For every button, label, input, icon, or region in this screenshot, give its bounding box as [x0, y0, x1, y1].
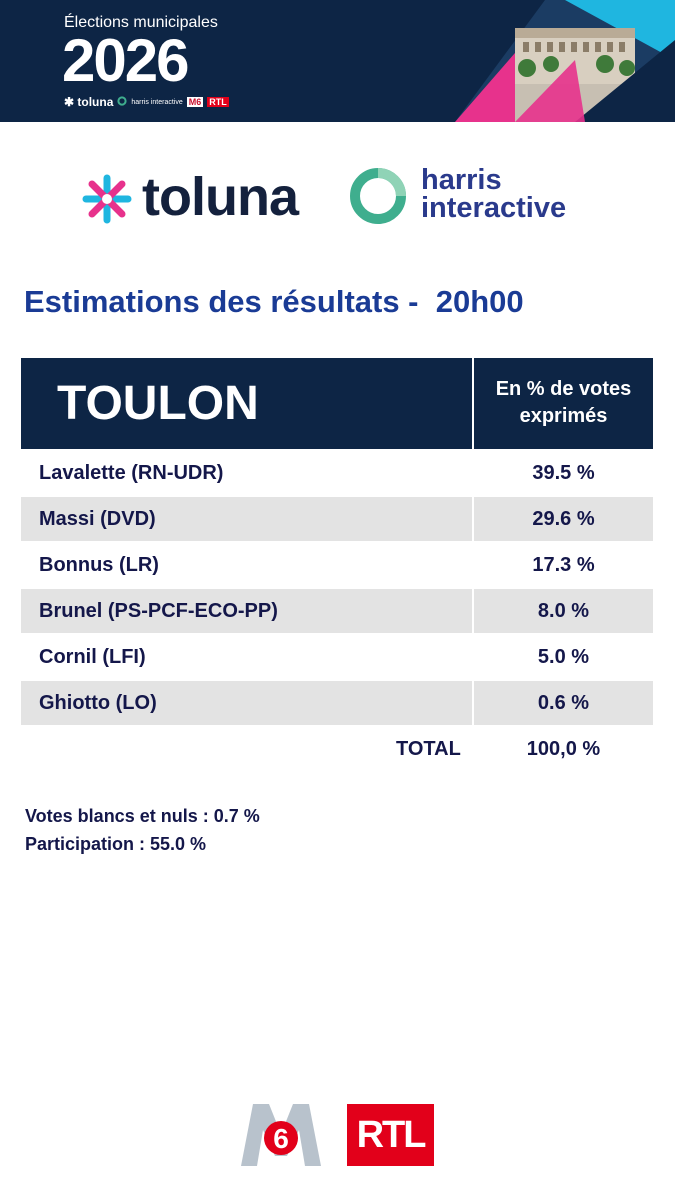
partner-logos: toluna harris interactive [0, 160, 675, 230]
row-divider [472, 589, 474, 633]
mini-harris-logo: harris interactive [131, 98, 183, 106]
total-value: 100,0 % [526, 738, 601, 760]
harris-wordmark-line1: harris [421, 164, 502, 196]
candidate-name: Cornil (LFI) [39, 646, 146, 668]
column-header: En % de votes exprimés [474, 376, 653, 430]
city-photo-graphic [455, 0, 675, 122]
harris-wordmark-line2: interactive [421, 192, 567, 224]
m6-logo: 6 [241, 1104, 321, 1166]
candidate-name: Bonnus (LR) [39, 554, 159, 576]
harris-ring-icon [350, 168, 406, 224]
candidate-percentage: 8.0 % [537, 600, 590, 622]
mini-rtl-logo: RTL [207, 97, 229, 107]
candidate-name: Lavalette (RN-UDR) [39, 462, 224, 484]
column-header-line2: exprimés [519, 405, 608, 427]
candidate-percentage: 17.3 % [532, 554, 595, 576]
table-row: Ghiotto (LO) 0.6 % [21, 681, 653, 725]
toluna-star-icon [82, 174, 132, 224]
table-row: Lavalette (RN-UDR) 39.5 % [21, 451, 653, 495]
table-row: Cornil (LFI) 5.0 % [21, 635, 653, 679]
candidate-name: Ghiotto (LO) [39, 692, 157, 714]
row-divider [472, 543, 474, 587]
candidate-name: Massi (DVD) [39, 508, 156, 530]
table-row: Bonnus (LR) 17.3 % [21, 543, 653, 587]
city-name: TOULON [57, 377, 259, 430]
candidate-percentage: 29.6 % [532, 508, 595, 530]
row-divider [472, 451, 474, 495]
mini-harris-ring-icon [117, 93, 127, 111]
banner-subtitle: Élections municipales [64, 14, 218, 31]
header-banner: Élections municipales 2026 ✱ toluna harr… [0, 0, 675, 122]
candidate-percentage: 5.0 % [537, 646, 590, 668]
table-row: Massi (DVD) 29.6 % [21, 497, 653, 541]
blank-votes-note: Votes blancs et nuls : 0.7 % [25, 806, 260, 826]
row-divider [472, 681, 474, 725]
rtl-logo-text: RTL [356, 1114, 427, 1156]
table-row: Brunel (PS-PCF-ECO-PP) 8.0 % [21, 589, 653, 633]
row-divider [472, 635, 474, 679]
toluna-wordmark: toluna [142, 167, 299, 227]
m6-logo-digit: 6 [273, 1123, 289, 1154]
total-label: TOTAL [396, 738, 461, 760]
rtl-logo: RTL [347, 1104, 434, 1166]
results-table-header: TOULON En % de votes exprimés [21, 358, 653, 449]
page-title: Estimations des résultats - 20h00 [24, 284, 524, 319]
row-divider [472, 497, 474, 541]
candidate-name: Brunel (PS-PCF-ECO-PP) [39, 600, 278, 622]
harris-wordmark: harris interactive [421, 164, 567, 224]
banner-year: 2026 [62, 27, 189, 94]
banner-mini-logos: ✱ toluna harris interactive M6 RTL [64, 93, 229, 111]
candidate-percentage: 39.5 % [532, 462, 595, 484]
mini-m6-logo: M6 [186, 97, 204, 107]
mini-toluna-logo: ✱ toluna [64, 95, 114, 109]
column-header-line1: En % de votes [495, 378, 632, 400]
header-divider [472, 358, 474, 449]
participation-note: Participation : 55.0 % [25, 834, 207, 854]
candidate-percentage: 0.6 % [537, 692, 590, 714]
